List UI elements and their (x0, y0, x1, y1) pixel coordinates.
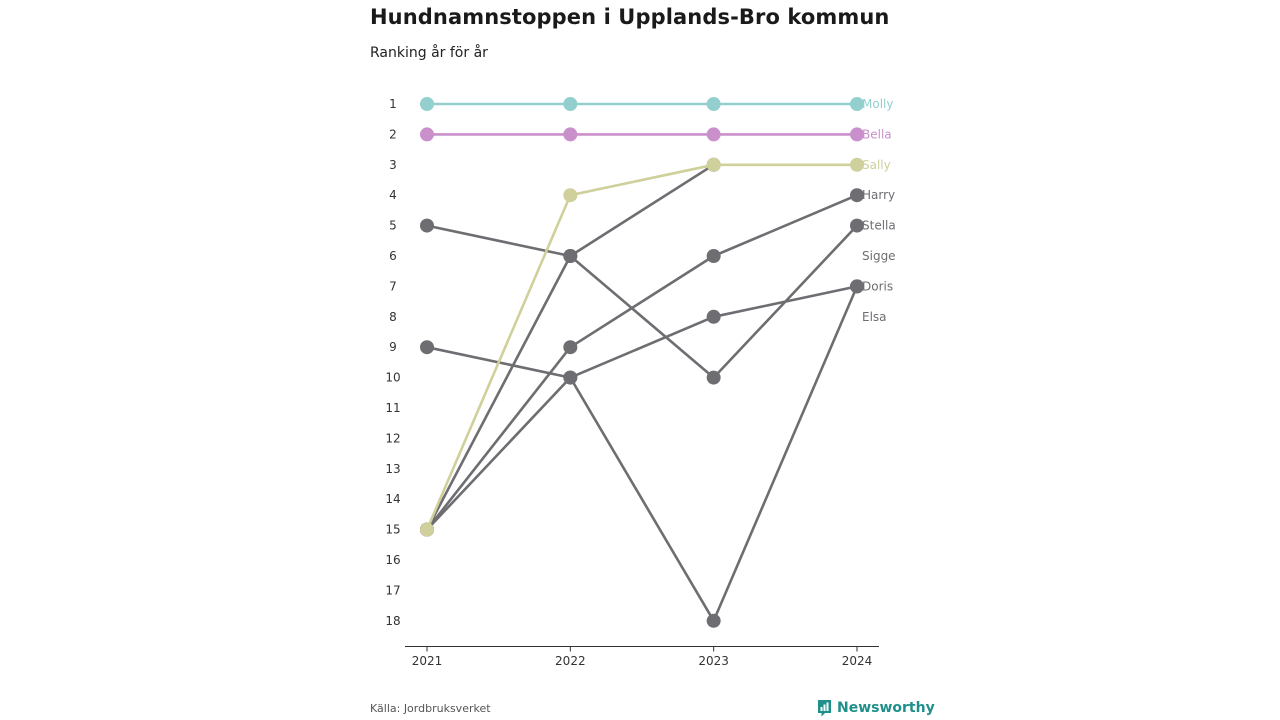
data-point[interactable] (706, 613, 721, 628)
series-sally (420, 157, 864, 537)
data-point[interactable] (849, 188, 864, 203)
y-tick-label: 1 (389, 97, 397, 111)
series-label-sally: Sally (862, 158, 891, 172)
series-bella (420, 127, 864, 142)
y-tick-label: 9 (389, 340, 397, 354)
series-label-sigge: Sigge (862, 249, 896, 263)
data-point[interactable] (706, 97, 721, 111)
chart-title: Hundnamnstoppen i Upplands-Bro kommun (370, 5, 890, 29)
chart-subtitle: Ranking år för år (370, 45, 488, 61)
x-tick-label: 2023 (698, 654, 729, 668)
newsworthy-logo-icon (818, 700, 831, 717)
x-tick-label: 2021 (412, 654, 443, 668)
series-line (425, 193, 859, 531)
data-point[interactable] (563, 249, 578, 263)
data-point[interactable] (563, 340, 578, 355)
y-tick-label: 5 (389, 219, 397, 233)
y-tick-label: 14 (385, 492, 400, 506)
data-point[interactable] (849, 127, 864, 142)
y-tick-label: 10 (385, 371, 400, 385)
data-point[interactable] (420, 340, 434, 355)
y-tick-label: 16 (385, 553, 400, 567)
y-tick-label: 11 (385, 401, 400, 415)
series-label-molly: Molly (862, 97, 893, 111)
y-tick-label: 6 (389, 249, 397, 263)
series-harry (420, 188, 864, 537)
y-tick-label: 7 (389, 279, 397, 293)
x-tick-label: 2022 (555, 654, 586, 668)
data-point[interactable] (849, 218, 864, 233)
data-point[interactable] (563, 188, 578, 203)
brand-name: Newsworthy (837, 700, 935, 716)
y-tick-label: 8 (389, 310, 397, 324)
y-tick-label: 2 (389, 127, 397, 141)
end-labels: Molly Bella Sally Harry Stella Sigge Doris Elsa (862, 97, 896, 324)
series-line (425, 285, 859, 623)
y-tick-label: 4 (389, 188, 397, 202)
y-tick-label: 3 (389, 158, 397, 172)
y-tick-label: 18 (385, 614, 400, 628)
data-point[interactable] (563, 370, 578, 385)
data-point[interactable] (563, 127, 578, 142)
series-label-stella: Stella (862, 219, 896, 233)
series-label-harry: Harry (862, 188, 895, 202)
series-molly (420, 97, 864, 111)
data-point[interactable] (420, 127, 434, 142)
data-point[interactable] (849, 279, 864, 294)
data-point[interactable] (706, 249, 721, 263)
brand[interactable]: Newsworthy (817, 699, 935, 717)
source-note: Källa: Jordbruksverket (370, 702, 491, 715)
data-point[interactable] (420, 97, 434, 111)
y-tick-label: 15 (385, 523, 400, 537)
y-tick-label: 12 (385, 431, 400, 445)
data-point[interactable] (849, 157, 864, 172)
series-layer (420, 97, 864, 628)
y-tick-label: 17 (385, 583, 400, 597)
y-tick-label: 13 (385, 462, 400, 476)
x-axis: 2021 2022 2023 2024 (405, 646, 879, 668)
series-label-bella: Bella (862, 127, 892, 141)
x-tick-label: 2024 (842, 654, 873, 668)
data-point[interactable] (849, 97, 864, 111)
data-point[interactable] (420, 522, 434, 537)
series-label-doris: Doris (862, 279, 893, 293)
series-line (425, 285, 859, 531)
data-point[interactable] (420, 218, 434, 233)
series-line (425, 163, 859, 531)
data-point[interactable] (706, 309, 721, 324)
series-label-elsa: Elsa (862, 310, 887, 324)
data-point[interactable] (706, 127, 721, 142)
data-point[interactable] (706, 157, 721, 172)
data-point[interactable] (706, 370, 721, 385)
data-point[interactable] (563, 97, 578, 111)
